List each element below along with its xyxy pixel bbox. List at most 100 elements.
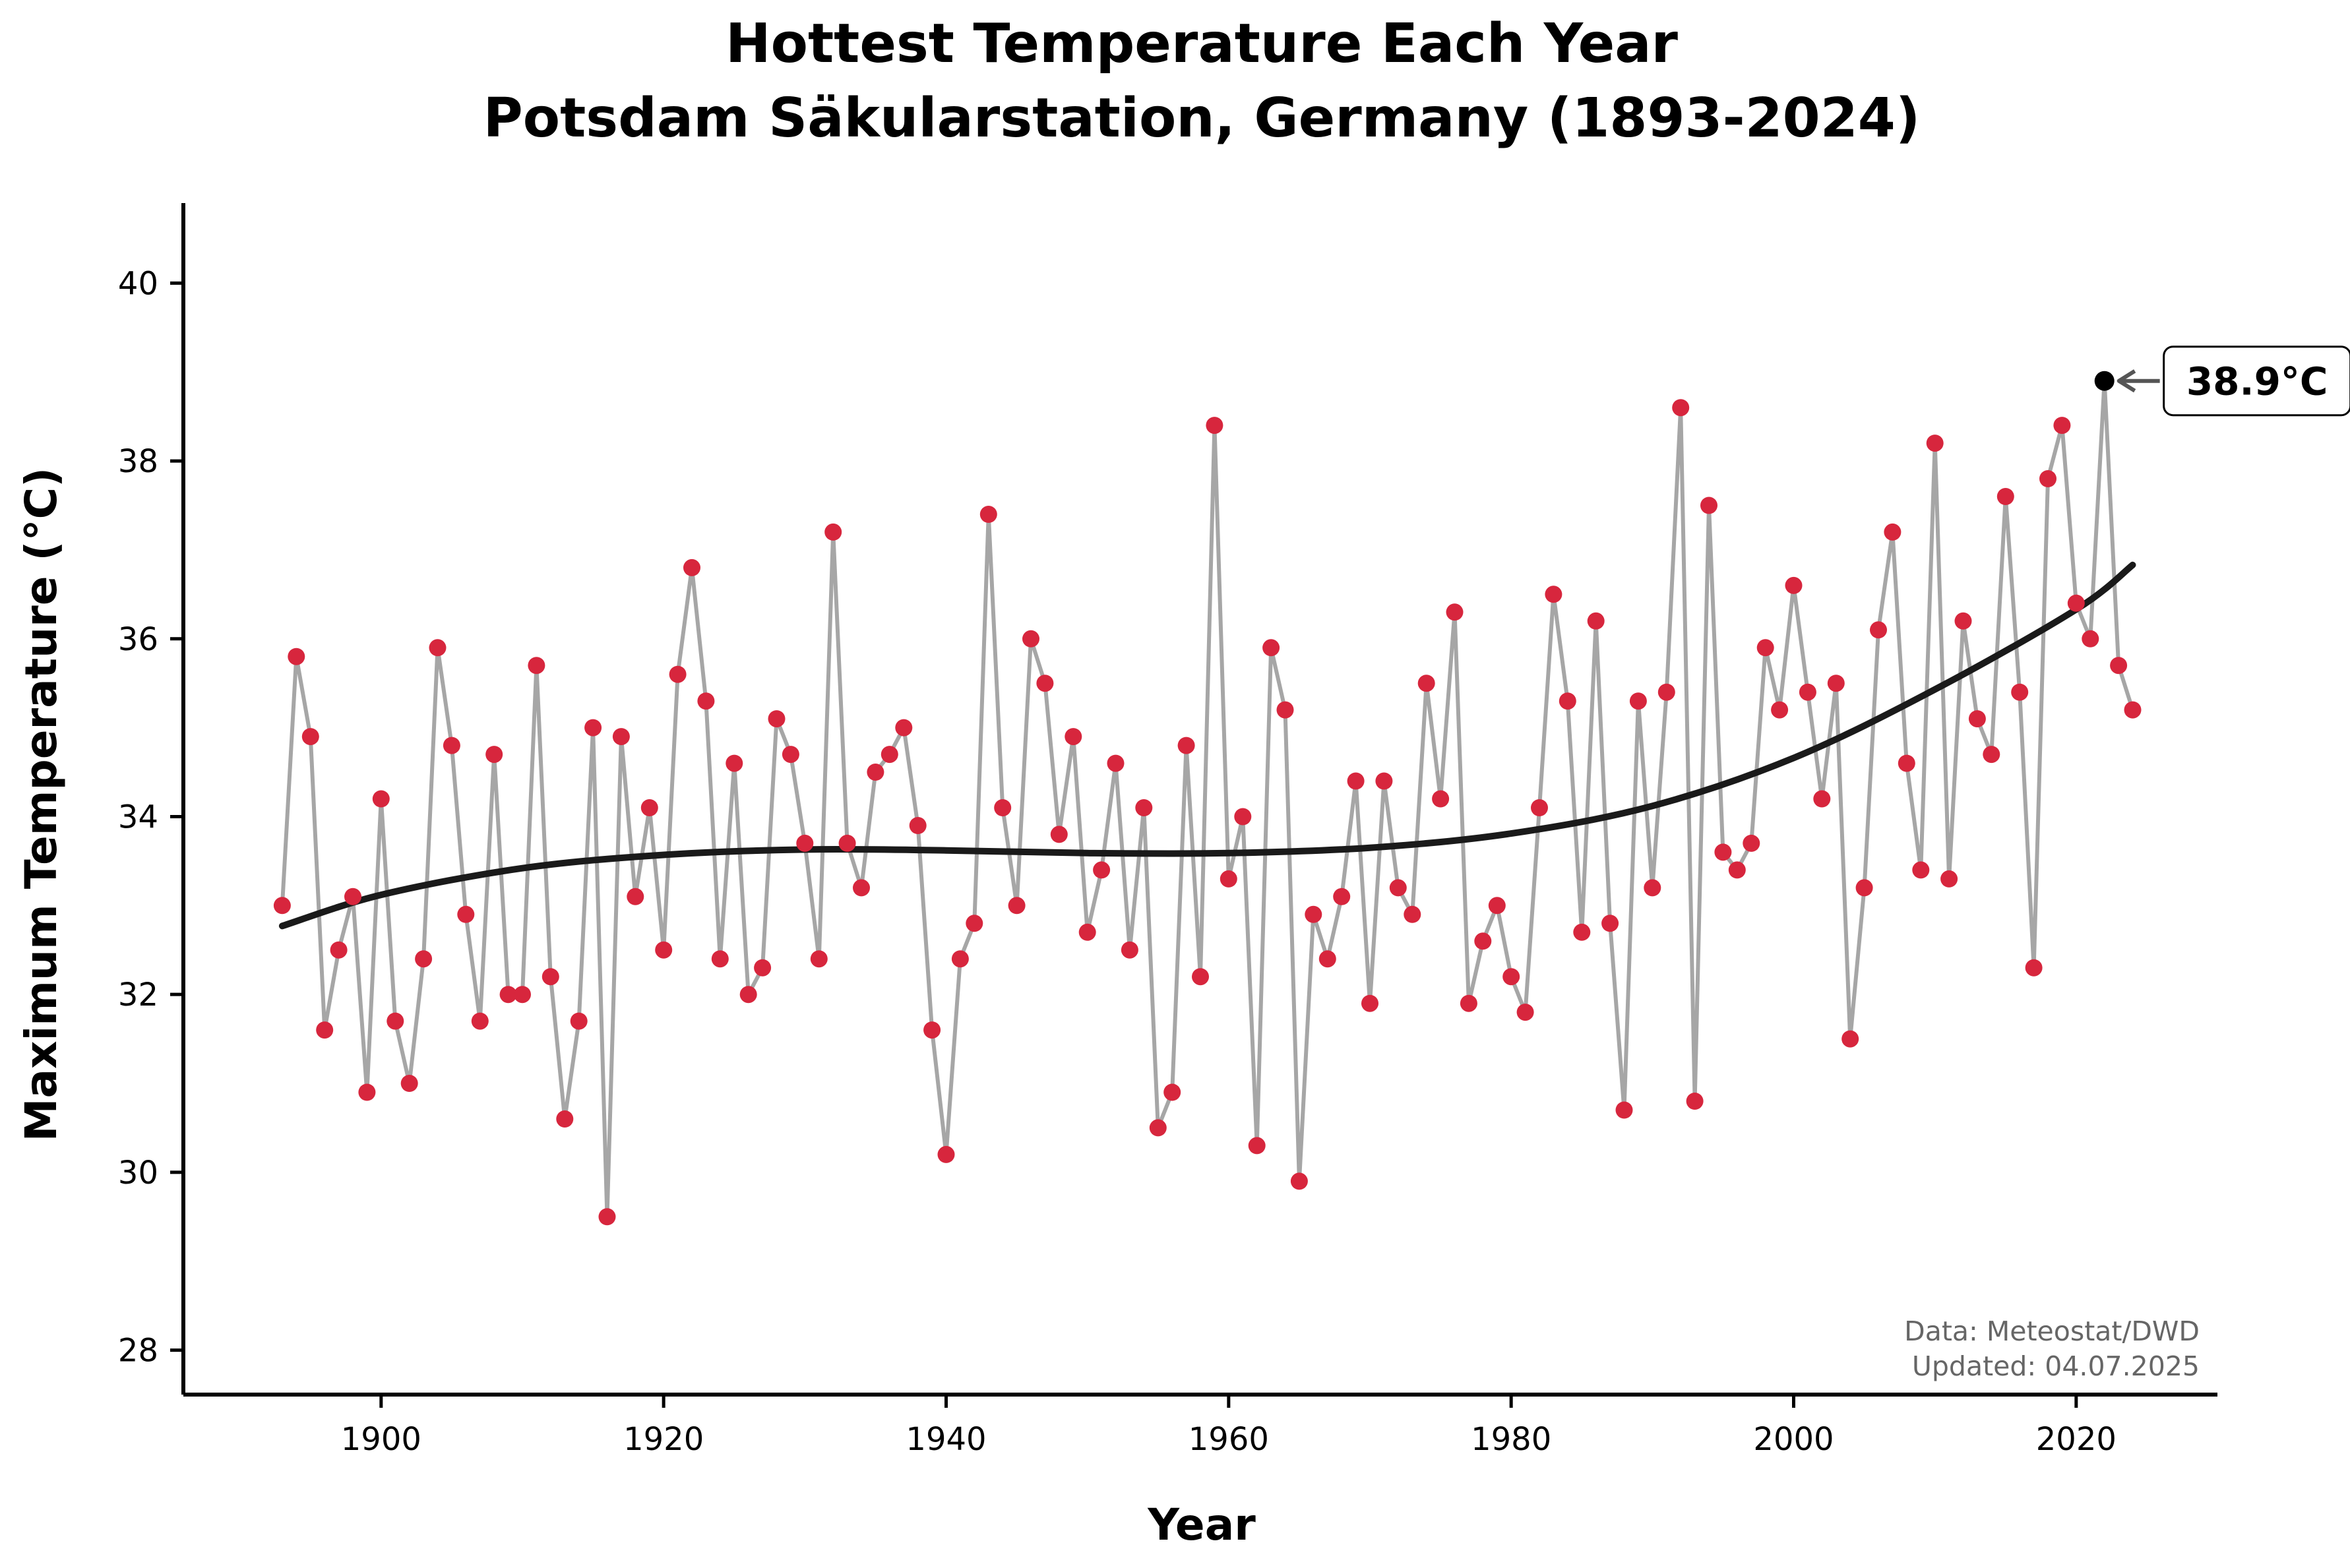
- data-point: [528, 657, 545, 675]
- callout-arrow-head: [2117, 369, 2136, 393]
- data-point: [443, 737, 460, 754]
- y-tick-label: 32: [118, 977, 158, 1013]
- data-point: [2124, 701, 2142, 719]
- y-tick-label: 36: [118, 621, 158, 658]
- data-point: [1361, 994, 1378, 1012]
- data-point: [810, 950, 828, 968]
- data-point: [1601, 915, 1619, 932]
- data-point: [1290, 1172, 1308, 1190]
- data-point: [1177, 737, 1195, 754]
- data-point: [937, 1145, 955, 1163]
- data-point: [387, 1012, 404, 1030]
- x-tick-label: 2020: [2036, 1421, 2117, 1458]
- data-point: [2025, 959, 2043, 977]
- data-point: [1234, 808, 1252, 826]
- data-point: [881, 746, 898, 764]
- data-point: [1940, 870, 1958, 888]
- data-point: [485, 746, 503, 764]
- y-axis-label: Maximum Temperature (°C): [16, 467, 67, 1141]
- x-tick-label: 1980: [1471, 1421, 1551, 1458]
- data-point: [1474, 932, 1492, 950]
- data-point: [1417, 675, 1435, 692]
- data-point: [1220, 870, 1237, 888]
- data-point: [1545, 586, 1562, 603]
- data-point: [683, 558, 700, 576]
- data-point: [923, 1021, 941, 1039]
- data-point: [1954, 612, 1972, 630]
- data-point: [1093, 861, 1111, 879]
- data-point: [1022, 630, 1039, 648]
- data-point: [853, 879, 870, 897]
- data-point: [1248, 1137, 1266, 1155]
- data-point: [754, 959, 772, 977]
- data-point: [1276, 701, 1294, 719]
- data-point: [1771, 701, 1789, 719]
- data-point: [1657, 683, 1675, 701]
- data-point: [1333, 888, 1351, 905]
- data-point: [640, 799, 658, 816]
- data-point: [1192, 968, 1209, 986]
- data-point: [301, 728, 319, 746]
- data-points: [273, 371, 2142, 1226]
- data-point: [541, 968, 559, 986]
- data-point: [2067, 594, 2085, 612]
- x-tick-label: 1960: [1189, 1421, 1269, 1458]
- data-point: [1912, 861, 1930, 879]
- x-tick-label: 1920: [623, 1421, 704, 1458]
- y-tick-label: 38: [118, 443, 158, 480]
- data-point: [1559, 692, 1576, 710]
- data-point: [556, 1110, 574, 1128]
- data-point: [895, 719, 913, 737]
- source-line-1: Data: Meteostat/DWD: [1904, 1315, 2200, 1347]
- data-point: [1743, 834, 1760, 852]
- data-point: [2039, 470, 2056, 487]
- trend-line: [278, 561, 2136, 930]
- data-point: [1432, 790, 1450, 808]
- y-tick-label: 34: [118, 799, 158, 835]
- data-point: [1756, 639, 1774, 657]
- data-point: [1305, 905, 1322, 923]
- data-point: [1644, 879, 1661, 897]
- data-point: [1262, 639, 1280, 657]
- data-point: [1488, 897, 1506, 915]
- data-point: [1573, 923, 1591, 941]
- chart-title: Hottest Temperature Each Year: [726, 13, 1679, 75]
- data-point: [584, 719, 602, 737]
- data-point: [2011, 683, 2029, 701]
- data-point: [1672, 399, 1690, 417]
- data-point: [1587, 612, 1605, 630]
- data-point: [1983, 746, 2000, 764]
- data-point: [1135, 799, 1153, 816]
- series-line: [280, 378, 2135, 1219]
- callout-box: [2163, 346, 2350, 417]
- data-point: [782, 746, 799, 764]
- y-tick-label: 30: [118, 1155, 158, 1191]
- data-point: [612, 728, 630, 746]
- data-point: [1318, 950, 1336, 968]
- data-point: [994, 799, 1012, 816]
- data-point: [1898, 754, 1915, 772]
- data-point: [1460, 994, 1477, 1012]
- data-point: [1163, 1083, 1181, 1101]
- data-point: [1008, 897, 1026, 915]
- chart-subtitle: Potsdam Säkularstation, Germany (1893-20…: [483, 87, 1921, 150]
- data-point: [697, 692, 715, 710]
- data-point: [1968, 710, 1986, 728]
- data-point: [1841, 1030, 1859, 1048]
- data-point: [1036, 675, 1054, 692]
- x-axis-label: Year: [1147, 1499, 1256, 1550]
- data-point: [1502, 968, 1520, 986]
- data-point: [330, 941, 348, 959]
- data-point: [1078, 923, 1096, 941]
- data-point: [400, 1075, 418, 1092]
- data-point: [867, 764, 884, 781]
- data-point: [951, 950, 969, 968]
- data-point: [2053, 417, 2071, 435]
- data-point: [909, 817, 927, 834]
- data-point: [471, 1012, 489, 1030]
- x-tick-label: 2000: [1753, 1421, 1834, 1458]
- data-point: [726, 754, 743, 772]
- data-point: [838, 834, 856, 852]
- data-point: [1799, 683, 1816, 701]
